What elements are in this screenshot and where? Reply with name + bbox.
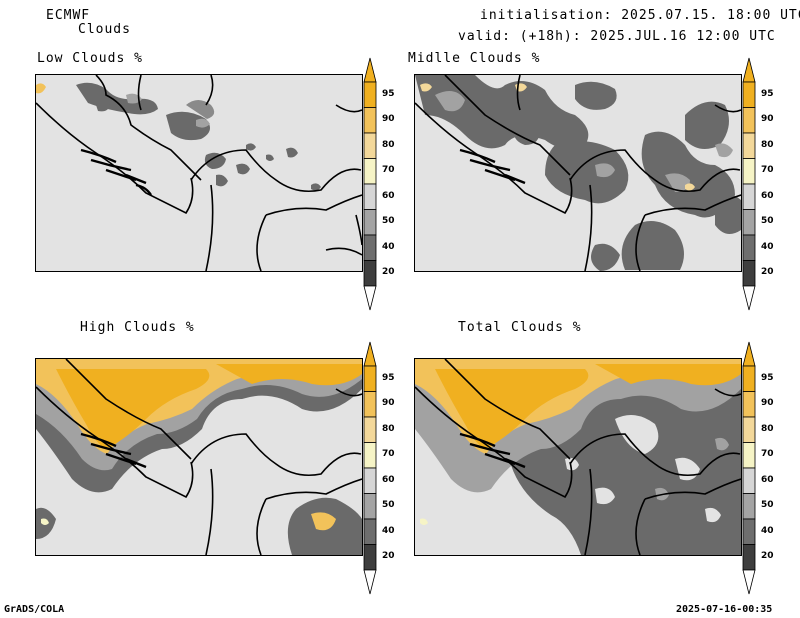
colorbar-swatch: [363, 107, 377, 134]
colorbar-swatch: [742, 158, 756, 185]
colorbar-label: 70: [382, 165, 395, 176]
colorbar-bottom-arrow: [363, 569, 377, 595]
colorbar-label: 80: [382, 139, 395, 150]
colorbar-swatch: [363, 132, 377, 159]
colorbar-swatch: [363, 234, 377, 261]
colorbar-swatch: [742, 518, 756, 545]
colorbar-label: 20: [382, 551, 395, 562]
colorbar-bottom-arrow: [742, 285, 756, 311]
colorbar-label: 50: [382, 500, 395, 511]
footer-timestamp: 2025-07-16-00:35: [676, 604, 773, 615]
colorbar-total: 95 90 80 70 60 50 40 20: [742, 341, 774, 595]
colorbar-label: 60: [382, 474, 395, 485]
colorbar-swatch: [363, 518, 377, 545]
colorbar-label: 90: [761, 114, 774, 125]
low-clouds-map: [35, 74, 363, 272]
colorbar-top-arrow: [363, 57, 377, 83]
colorbar-swatch: [742, 107, 756, 134]
colorbar-swatch: [742, 365, 756, 392]
colorbar-label: 95: [382, 372, 395, 383]
total-clouds-title: Total Clouds %: [458, 320, 582, 335]
colorbar-swatch: [742, 132, 756, 159]
colorbar-swatch: [742, 442, 756, 469]
colorbar-label: 95: [761, 88, 774, 99]
colorbar-label: 95: [761, 372, 774, 383]
colorbar-swatch: [742, 81, 756, 108]
colorbar-low: 95 90 80 70 60 50 40 20: [363, 57, 395, 311]
high-clouds-map: [35, 358, 363, 556]
colorbar-label: 20: [761, 551, 774, 562]
colorbar-label: 95: [382, 88, 395, 99]
colorbar-label: 70: [761, 449, 774, 460]
colorbar-swatch: [742, 260, 756, 287]
colorbar-swatch: [363, 183, 377, 210]
colorbar-swatch: [363, 467, 377, 494]
colorbar-swatch: [363, 493, 377, 520]
colorbar-swatch: [742, 209, 756, 236]
colorbar-swatch: [363, 365, 377, 392]
high-clouds-title: High Clouds %: [80, 320, 195, 335]
colorbar-label: 20: [761, 267, 774, 278]
colorbar-label: 20: [382, 267, 395, 278]
colorbar-swatch: [363, 544, 377, 571]
colorbar-swatch: [742, 416, 756, 443]
colorbar-label: 60: [761, 474, 774, 485]
colorbar-label: 50: [761, 216, 774, 227]
colorbar-label: 80: [761, 423, 774, 434]
model-label: ECMWF: [46, 8, 91, 23]
colorbar-label: 50: [382, 216, 395, 227]
product-label: Clouds: [78, 22, 131, 37]
colorbar-label: 90: [382, 114, 395, 125]
colorbar-swatch: [363, 416, 377, 443]
colorbar-label: 80: [382, 423, 395, 434]
colorbar-swatch: [742, 493, 756, 520]
colorbar-label: 50: [761, 500, 774, 511]
colorbar-label: 40: [761, 525, 774, 536]
colorbar-label: 40: [761, 241, 774, 252]
colorbar-label: 70: [761, 165, 774, 176]
colorbar-top-arrow: [363, 341, 377, 367]
total-clouds-map: [414, 358, 742, 556]
colorbar-swatch: [363, 260, 377, 287]
colorbar-mid: 95 90 80 70 60 50 40 20: [742, 57, 774, 311]
colorbar-swatch: [363, 442, 377, 469]
colorbar-swatch: [363, 391, 377, 418]
colorbar-swatch: [742, 234, 756, 261]
colorbar-label: 70: [382, 449, 395, 460]
colorbar-high: 95 90 80 70 60 50 40 20: [363, 341, 395, 595]
colorbar-label: 40: [382, 241, 395, 252]
valid-time: valid: (+18h): 2025.JUL.16 12:00 UTC: [458, 29, 776, 44]
colorbar-label: 90: [382, 398, 395, 409]
colorbar-label: 40: [382, 525, 395, 536]
low-clouds-title: Low Clouds %: [37, 51, 143, 66]
colorbar-swatch: [742, 467, 756, 494]
colorbar-bottom-arrow: [363, 285, 377, 311]
colorbar-bottom-arrow: [742, 569, 756, 595]
colorbar-top-arrow: [742, 57, 756, 83]
colorbar-top-arrow: [742, 341, 756, 367]
colorbar-label: 90: [761, 398, 774, 409]
colorbar-label: 60: [382, 190, 395, 201]
colorbar-swatch: [363, 209, 377, 236]
colorbar-swatch: [742, 544, 756, 571]
footer-software: GrADS/COLA: [4, 604, 65, 615]
colorbar-swatch: [742, 183, 756, 210]
mid-clouds-title: Midlle Clouds %: [408, 51, 541, 66]
colorbar-label: 60: [761, 190, 774, 201]
colorbar-swatch: [363, 158, 377, 185]
colorbar-swatch: [742, 391, 756, 418]
mid-clouds-map: [414, 74, 742, 272]
colorbar-label: 80: [761, 139, 774, 150]
init-time: initialisation: 2025.07.15. 18:00 UTC: [480, 8, 800, 23]
colorbar-swatch: [363, 81, 377, 108]
